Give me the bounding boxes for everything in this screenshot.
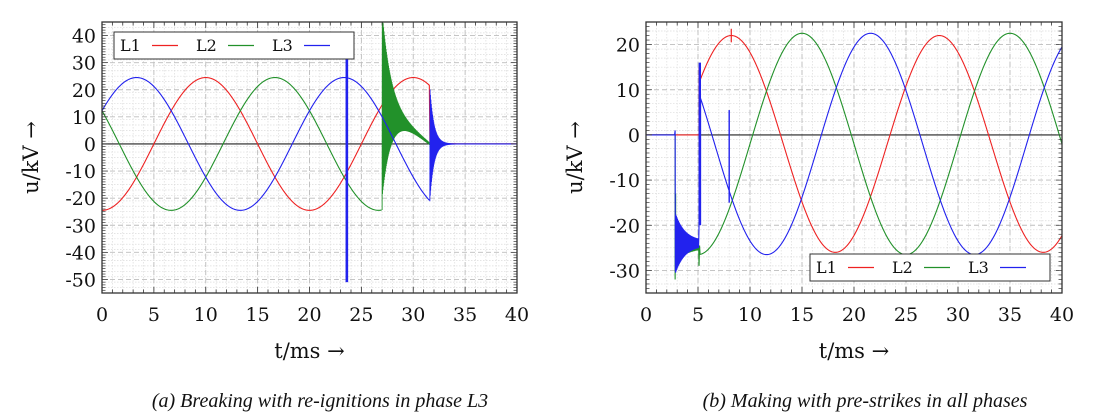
x-axis-label: t/ms → <box>274 339 344 363</box>
y-tick-label: -30 <box>65 215 96 237</box>
plot-a: 0 5 10 15 20 25 30 35 40 40 30 20 10 0 -10 -20 -30 -40 -50… <box>19 21 529 412</box>
legend: L1 L2 L3 <box>113 31 355 60</box>
x-tick-label: 25 <box>894 304 918 326</box>
y-tick-label: -50 <box>65 269 96 291</box>
figure-caption: (a) Breaking with re-ignitions in phase … <box>152 390 488 412</box>
x-tick-label: 0 <box>640 304 652 326</box>
y-axis-label: u/kV → <box>563 121 587 194</box>
y-tick-label: 0 <box>628 125 640 147</box>
series-L3-line <box>102 77 430 211</box>
x-tick-label: 10 <box>194 304 218 326</box>
x-tick-label: 5 <box>148 304 160 326</box>
y-axis-label: u/kV → <box>19 121 43 194</box>
y-tick-label: 20 <box>72 80 96 102</box>
y-tick-label: 10 <box>72 107 96 129</box>
x-tick-label: 40 <box>505 304 529 326</box>
waveforms <box>646 28 1062 280</box>
series-L1-line <box>102 76 516 211</box>
legend: L1 L2 L3 <box>809 253 1051 282</box>
waveforms <box>102 22 517 283</box>
y-tick-label: 10 <box>616 80 640 102</box>
legend-label-L2: L2 <box>892 258 913 277</box>
x-tick-label: 40 <box>1050 304 1074 326</box>
series-L2-line <box>102 77 382 211</box>
series-L3-line <box>646 32 1062 273</box>
series-L2-line <box>646 32 1062 280</box>
x-tick-label: 20 <box>842 304 866 326</box>
y-tick-label: -30 <box>609 260 640 282</box>
x-tick-label: 25 <box>349 304 373 326</box>
y-tick-label: 40 <box>72 26 96 48</box>
x-tick-label: 15 <box>246 304 270 326</box>
y-tick-label: -10 <box>609 170 640 192</box>
x-tick-label: 30 <box>946 304 970 326</box>
figure-caption: (b) Making with pre-strikes in all phase… <box>703 390 1028 412</box>
x-tick-label: 30 <box>401 304 425 326</box>
legend-label-L3: L3 <box>968 258 989 277</box>
x-tick-label: 10 <box>738 304 762 326</box>
series-L3-spike <box>345 57 349 283</box>
y-tick-label: -20 <box>65 188 96 210</box>
y-tick-label: -40 <box>65 242 96 264</box>
x-axis-label: t/ms → <box>819 339 889 363</box>
y-tick-label: 0 <box>84 134 96 156</box>
x-tick-label: 20 <box>297 304 321 326</box>
series-L3-transient <box>429 89 517 202</box>
series-L2-reignition <box>381 22 431 210</box>
x-tick-label: 0 <box>96 304 108 326</box>
y-tick-label: 20 <box>616 35 640 57</box>
y-tick-label: -20 <box>609 215 640 237</box>
x-tick-label: 15 <box>790 304 814 326</box>
series-L1-line <box>646 34 1062 253</box>
y-tick-label: -10 <box>65 161 96 183</box>
x-tick-label: 35 <box>453 304 477 326</box>
legend-label-L1: L1 <box>120 36 141 55</box>
y-tick-label: 30 <box>72 53 96 75</box>
legend-label-L3: L3 <box>272 36 293 55</box>
plot-b: 0 5 10 15 20 25 30 35 40 20 10 0 -10 -20 -30 t/ms → u/kV… <box>563 21 1074 412</box>
x-tick-label: 35 <box>998 304 1022 326</box>
legend-label-L2: L2 <box>196 36 217 55</box>
x-tick-label: 5 <box>692 304 704 326</box>
legend-label-L1: L1 <box>816 258 837 277</box>
